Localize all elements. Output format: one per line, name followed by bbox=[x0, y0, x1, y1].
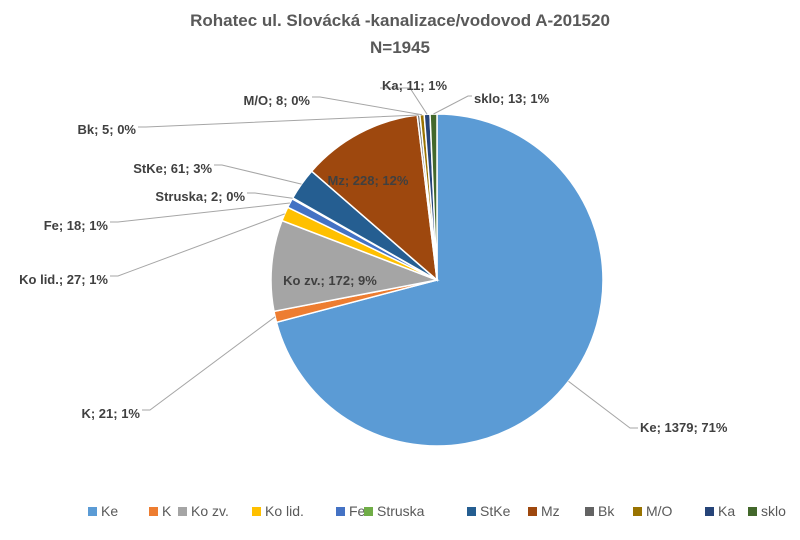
legend-swatch bbox=[748, 507, 757, 516]
pie-slice-ke bbox=[275, 113, 604, 447]
legend-label: Ke bbox=[101, 503, 118, 519]
legend-item: Ko lid. bbox=[252, 503, 304, 519]
data-label: Ko lid.; 27; 1% bbox=[19, 272, 108, 287]
data-label: Ke; 1379; 71% bbox=[640, 420, 728, 435]
data-label: Ka; 11; 1% bbox=[382, 78, 447, 93]
legend-swatch bbox=[467, 507, 476, 516]
legend-swatch bbox=[336, 507, 345, 516]
legend-swatch bbox=[178, 507, 187, 516]
data-label: Mz; 228; 12% bbox=[328, 173, 409, 188]
legend-swatch bbox=[705, 507, 714, 516]
legend-item: sklo bbox=[748, 503, 786, 519]
data-label: Struska; 2; 0% bbox=[155, 189, 245, 204]
legend-item: Mz bbox=[528, 503, 560, 519]
legend-label: Ka bbox=[718, 503, 735, 519]
pie-slice-ko-zv- bbox=[270, 219, 440, 313]
data-label: Bk; 5; 0% bbox=[77, 122, 136, 137]
chart-subtitle: N=1945 bbox=[370, 38, 430, 57]
leader-line bbox=[142, 316, 276, 411]
legend-item: Ka bbox=[705, 503, 735, 519]
data-label: K; 21; 1% bbox=[81, 406, 140, 421]
leader-line bbox=[247, 192, 293, 199]
pie-slice-sklo bbox=[429, 113, 438, 281]
leader-line bbox=[110, 202, 290, 223]
leader-line bbox=[138, 114, 419, 128]
legend-item: K bbox=[149, 503, 172, 519]
legend-swatch bbox=[528, 507, 537, 516]
legend-label: Bk bbox=[598, 503, 615, 519]
legend-swatch bbox=[633, 507, 642, 516]
legend-item: Bk bbox=[585, 503, 615, 519]
legend-item: M/O bbox=[633, 503, 673, 519]
legend-label: K bbox=[162, 503, 172, 519]
legend-label: Ko zv. bbox=[191, 503, 229, 519]
leader-line bbox=[312, 96, 423, 116]
data-label: M/O; 8; 0% bbox=[244, 93, 311, 108]
legend-item: Fe bbox=[336, 503, 366, 519]
legend-label: M/O bbox=[646, 503, 673, 519]
leader-line bbox=[380, 87, 428, 115]
pie-slices bbox=[270, 113, 604, 447]
legend-label: StKe bbox=[480, 503, 511, 519]
legend-label: Fe bbox=[349, 503, 366, 519]
legend-label: sklo bbox=[761, 503, 786, 519]
data-label: StKe; 61; 3% bbox=[133, 161, 212, 176]
pie-slice-mz bbox=[310, 114, 438, 282]
legend-swatch bbox=[252, 507, 261, 516]
legend-item: Struska bbox=[364, 503, 425, 519]
leader-line bbox=[110, 213, 285, 277]
legend-swatch bbox=[88, 507, 97, 516]
legend-swatch bbox=[364, 507, 373, 516]
leader-line bbox=[568, 380, 638, 429]
leader-line bbox=[214, 164, 302, 185]
chart-title: Rohatec ul. Slovácká -kanalizace/vodovod… bbox=[190, 11, 610, 30]
legend-item: Ke bbox=[88, 503, 118, 519]
legend-item: Ko zv. bbox=[178, 503, 229, 519]
legend: Ke K Ko zv. Ko lid. Fe Struska StKe Mz Bk M/O Ka sk… bbox=[88, 503, 786, 519]
data-label: Ko zv.; 172; 9% bbox=[283, 273, 377, 288]
legend-label: Ko lid. bbox=[265, 503, 304, 519]
data-labels: Ke; 1379; 71% K; 21; 1% Ko zv.; 172; 9% Ko … bbox=[19, 78, 728, 435]
legend-label: Struska bbox=[377, 503, 425, 519]
data-label: sklo; 13; 1% bbox=[474, 91, 550, 106]
legend-item: StKe bbox=[467, 503, 511, 519]
legend-swatch bbox=[585, 507, 594, 516]
leader-lines bbox=[110, 87, 638, 429]
legend-label: Mz bbox=[541, 503, 560, 519]
data-label: Fe; 18; 1% bbox=[44, 218, 109, 233]
leader-line bbox=[433, 95, 472, 115]
legend-swatch bbox=[149, 507, 158, 516]
